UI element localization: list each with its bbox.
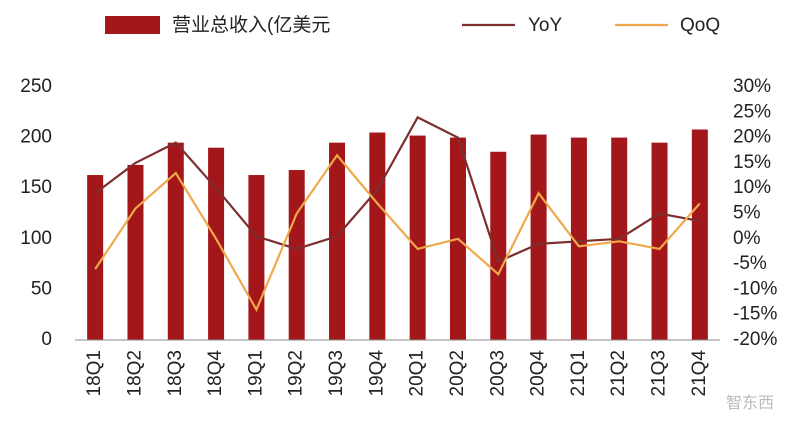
bar <box>691 129 708 340</box>
y-tick-label: 0 <box>41 329 52 350</box>
y2-tick-label: 0% <box>733 228 761 249</box>
y2-tick-label: 15% <box>733 152 771 173</box>
legend-label: YoY <box>528 15 562 36</box>
x-tick-label: 18Q2 <box>124 350 145 396</box>
y-tick-label: 150 <box>20 177 52 198</box>
line <box>94 153 701 313</box>
legend-swatch <box>105 16 160 34</box>
bar <box>248 175 265 340</box>
bar <box>167 142 184 340</box>
x-tick-label: 19Q2 <box>286 350 307 396</box>
x-tick-label: 19Q3 <box>326 350 347 396</box>
y2-tick-label: 20% <box>733 127 771 148</box>
x-tick-label: 19Q4 <box>366 350 387 397</box>
x-tick-label: 21Q1 <box>568 350 589 396</box>
y-tick-label: 200 <box>20 127 52 148</box>
bar <box>409 135 426 340</box>
bar <box>329 142 346 340</box>
x-tick-label: 18Q3 <box>165 350 186 396</box>
watermark: 智东西 <box>726 394 774 412</box>
x-tick-label: 20Q3 <box>487 350 508 396</box>
x-tick-label: 21Q4 <box>689 350 710 397</box>
x-tick-label: 18Q4 <box>205 350 226 397</box>
bar <box>87 175 104 340</box>
y-tick-label: 250 <box>20 76 52 97</box>
y2-tick-label: -10% <box>733 278 777 299</box>
bar <box>288 169 305 340</box>
x-tick-label: 20Q1 <box>407 350 428 396</box>
x-tick-label: 18Q1 <box>84 350 105 396</box>
bar <box>208 147 225 340</box>
bar <box>651 142 668 340</box>
bar <box>127 164 144 340</box>
bar <box>530 134 547 340</box>
x-tick-label: 20Q4 <box>528 350 549 397</box>
y2-tick-label: -15% <box>733 304 777 325</box>
bar <box>369 132 386 340</box>
y2-tick-label: 5% <box>733 203 761 224</box>
y2-tick-label: 30% <box>733 76 771 97</box>
y-tick-label: 50 <box>31 278 52 299</box>
x-tick-label: 19Q1 <box>245 350 266 396</box>
y-tick-label: 100 <box>20 228 52 249</box>
x-tick-label: 21Q2 <box>608 350 629 396</box>
line <box>94 115 701 264</box>
legend-label: 营业总收入(亿美元 <box>172 14 330 36</box>
y2-tick-label: 10% <box>733 177 771 198</box>
x-tick-label: 21Q3 <box>649 350 670 396</box>
y2-tick-label: -5% <box>733 253 767 274</box>
legend-label: QoQ <box>680 15 720 36</box>
bar <box>570 137 587 340</box>
y2-tick-label: 25% <box>733 101 771 122</box>
y2-tick-label: -20% <box>733 329 777 350</box>
bar <box>490 151 507 340</box>
x-tick-label: 20Q2 <box>447 350 468 396</box>
